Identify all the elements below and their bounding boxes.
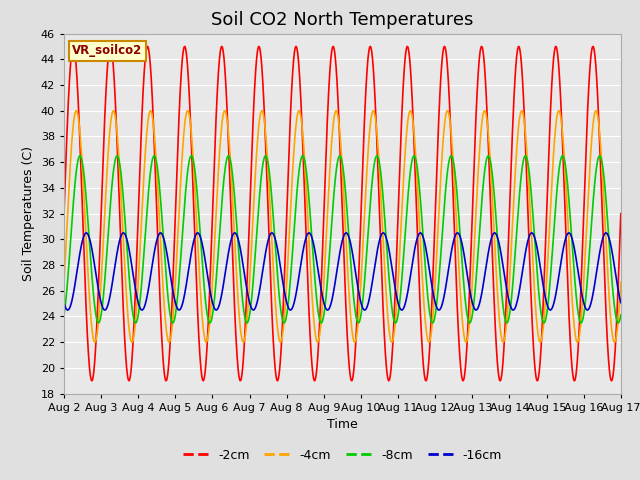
-4cm <box>298 121 306 127</box>
-8cm <box>614 320 622 326</box>
-16cm <box>602 230 610 236</box>
-2cm <box>60 211 68 216</box>
-2cm <box>274 378 282 384</box>
-2cm <box>546 117 554 123</box>
-8cm <box>546 279 554 285</box>
Legend: -2cm, -4cm, -8cm, -16cm: -2cm, -4cm, -8cm, -16cm <box>178 444 507 467</box>
-8cm <box>606 252 614 258</box>
-8cm <box>298 154 306 159</box>
-8cm <box>157 199 164 204</box>
-4cm <box>611 339 618 345</box>
-2cm <box>298 119 306 124</box>
-4cm <box>124 311 132 316</box>
Line: -16cm: -16cm <box>64 233 621 310</box>
Title: Soil CO2 North Temperatures: Soil CO2 North Temperatures <box>211 11 474 29</box>
-4cm <box>546 213 554 219</box>
-4cm <box>72 108 80 114</box>
-2cm <box>124 374 132 380</box>
-16cm <box>64 307 72 313</box>
-4cm <box>157 242 164 248</box>
-8cm <box>76 153 84 158</box>
Line: -2cm: -2cm <box>64 47 621 381</box>
-4cm <box>606 308 614 313</box>
Line: -8cm: -8cm <box>64 156 621 323</box>
X-axis label: Time: Time <box>327 418 358 431</box>
Y-axis label: Soil Temperatures (C): Soil Temperatures (C) <box>22 146 35 281</box>
Line: -4cm: -4cm <box>64 111 621 342</box>
-16cm <box>60 300 68 306</box>
-4cm <box>617 279 625 285</box>
-2cm <box>606 372 614 378</box>
-8cm <box>124 255 132 261</box>
-8cm <box>274 275 282 281</box>
-4cm <box>60 279 68 285</box>
-16cm <box>298 255 306 261</box>
-16cm <box>124 240 132 245</box>
-2cm <box>70 44 77 49</box>
Text: VR_soilco2: VR_soilco2 <box>72 44 143 58</box>
-8cm <box>617 312 625 318</box>
-16cm <box>274 247 282 253</box>
-2cm <box>617 211 625 216</box>
-16cm <box>546 307 554 313</box>
-16cm <box>157 230 164 236</box>
-8cm <box>60 312 68 318</box>
-2cm <box>607 378 615 384</box>
-4cm <box>274 327 282 333</box>
-2cm <box>157 314 164 320</box>
-16cm <box>606 240 614 245</box>
-16cm <box>617 300 625 306</box>
